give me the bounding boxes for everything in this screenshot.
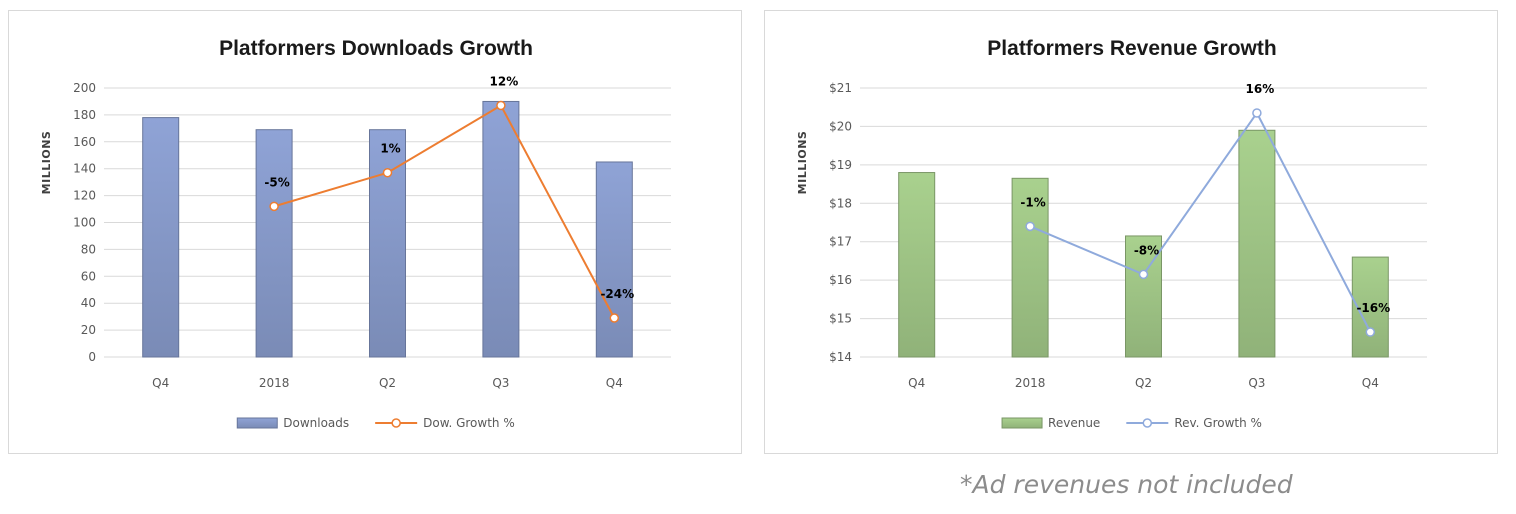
- x-tick-label: Q4: [152, 376, 169, 390]
- y-tick-label: 120: [73, 189, 96, 203]
- x-tick-label: Q2: [379, 376, 396, 390]
- x-tick-label: Q2: [1135, 376, 1152, 390]
- y-tick-label: 60: [81, 269, 96, 283]
- x-tick-label: Q3: [492, 376, 509, 390]
- x-tick-label: 2018: [259, 376, 290, 390]
- legend-bar-swatch: [236, 417, 278, 429]
- growth-point: [496, 100, 506, 111]
- y-tick-label: $17: [829, 235, 852, 249]
- growth-data-label: 12%: [490, 74, 519, 88]
- y-tick-label: $21: [829, 81, 852, 95]
- growth-data-label: 16%: [1246, 82, 1275, 96]
- y-tick-label: 200: [73, 81, 96, 95]
- y-tick-label: 80: [81, 242, 96, 256]
- growth-data-label: -1%: [1020, 195, 1045, 209]
- y-tick-label: $20: [829, 119, 852, 133]
- bar: [898, 172, 936, 358]
- x-tick-label: Q4: [606, 376, 623, 390]
- growth-point: [1025, 221, 1035, 232]
- y-axis-label: MILLIONS: [40, 131, 53, 195]
- growth-line: [273, 104, 616, 319]
- growth-data-label: -5%: [264, 175, 289, 189]
- y-tick-label: 40: [81, 296, 96, 310]
- legend-line-marker: [391, 418, 401, 428]
- bar: [482, 100, 520, 358]
- legend-bar-swatch: [1001, 417, 1043, 429]
- y-tick-label: 140: [73, 162, 96, 176]
- revenue-chart: Platformers Revenue Growth MILLIONS $14 $15…: [796, 37, 1427, 430]
- y-tick-label: 20: [81, 323, 96, 337]
- chart-title: Platformers Revenue Growth: [987, 37, 1276, 60]
- bar: [369, 129, 406, 358]
- y-tick-label: 180: [73, 108, 96, 122]
- y-tick-label: $14: [829, 350, 852, 364]
- x-tick-label: Q4: [908, 376, 925, 390]
- y-tick-label: 100: [73, 216, 96, 230]
- bar: [1238, 129, 1276, 358]
- growth-point: [269, 201, 279, 212]
- growth-point: [609, 313, 620, 323]
- legend-line-marker: [1142, 418, 1153, 428]
- bar: [1011, 177, 1049, 358]
- revenue-chart-panel: Platformers Revenue Growth MILLIONS $14 $15…: [764, 10, 1498, 454]
- bar: [255, 129, 293, 358]
- growth-line: [1029, 111, 1372, 333]
- growth-point: [1252, 108, 1262, 118]
- y-tick-label: $18: [829, 196, 852, 210]
- growth-data-label: -16%: [1356, 301, 1390, 315]
- downloads-chart-panel: Platformers Downloads Growth MILLIONS 0 20 4…: [8, 10, 742, 454]
- growth-point: [1365, 327, 1376, 337]
- growth-point: [382, 167, 393, 178]
- y-axis-label: MILLIONS: [796, 131, 809, 195]
- growth-point: [1138, 269, 1149, 280]
- growth-data-label: -8%: [1134, 243, 1159, 257]
- legend-label: Revenue: [1048, 416, 1100, 430]
- x-tick-label: Q3: [1248, 376, 1265, 390]
- y-tick-label: $16: [829, 273, 852, 287]
- y-tick-label: $19: [829, 158, 852, 172]
- bar: [142, 117, 180, 358]
- legend-label: Dow. Growth %: [423, 416, 515, 430]
- growth-data-label: 1%: [380, 142, 400, 156]
- y-tick-label: 0: [88, 350, 96, 364]
- footnote: *Ad revenues not included: [960, 470, 1293, 499]
- x-tick-label: Q4: [1362, 376, 1379, 390]
- legend-label: Rev. Growth %: [1174, 416, 1262, 430]
- legend-label: Downloads: [283, 416, 349, 430]
- growth-data-label: -24%: [600, 287, 634, 301]
- y-tick-label: 160: [73, 135, 96, 149]
- y-tick-label: $15: [829, 312, 852, 326]
- x-tick-label: 2018: [1015, 376, 1046, 390]
- bar: [595, 161, 633, 358]
- downloads-chart: Platformers Downloads Growth MILLIONS 0 20 4…: [40, 37, 671, 430]
- chart-title: Platformers Downloads Growth: [219, 37, 533, 60]
